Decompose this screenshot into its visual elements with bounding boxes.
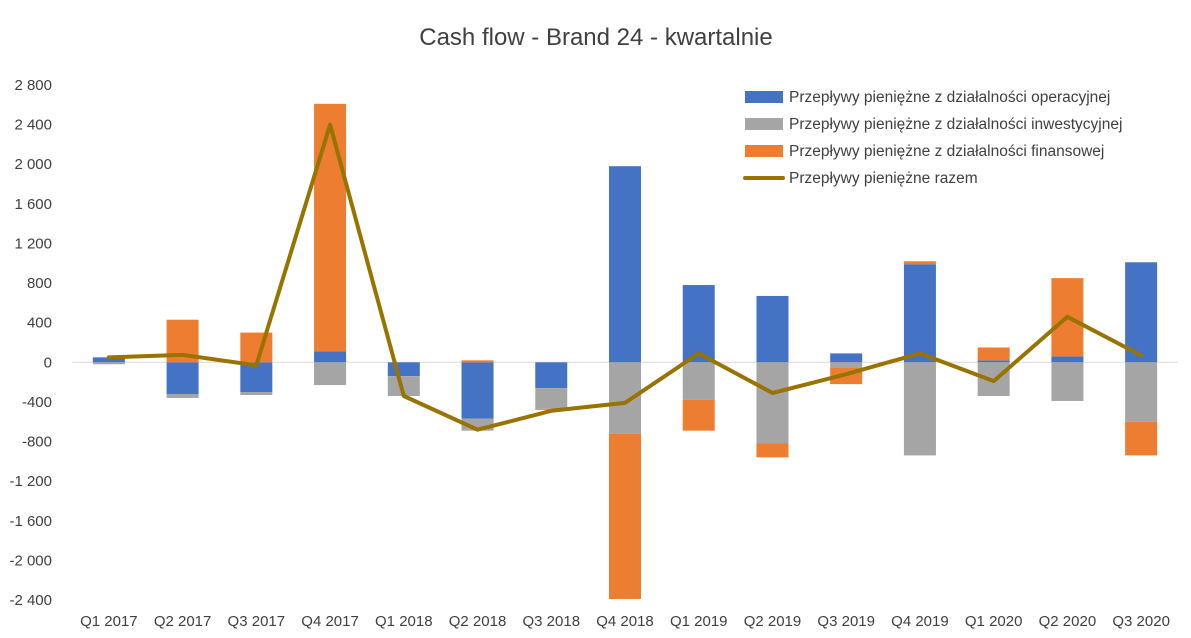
chart-title: Cash flow - Brand 24 - kwartalnie	[419, 24, 772, 51]
bar-operacyjna-9	[682, 285, 715, 363]
x-tick-label: Q2 2019	[744, 613, 802, 630]
bar-inwestycyjna-5	[387, 376, 420, 396]
y-tick-label: 2 400	[14, 117, 52, 134]
x-tick-label: Q4 2018	[596, 613, 654, 630]
x-tick-label: Q1 2020	[965, 613, 1023, 630]
bar-operacyjna-2	[166, 362, 199, 394]
bar-series-group	[92, 103, 1158, 600]
bar-inwestycyjna-4	[314, 362, 347, 386]
y-tick-label: -2 400	[9, 592, 52, 609]
bar-inwestycyjna-12	[903, 362, 936, 456]
legend-label: Przepływy pieniężne z działalności inwes…	[789, 116, 1122, 133]
y-tick-label: 1 600	[14, 196, 52, 213]
y-tick-label: -800	[22, 434, 52, 451]
bar-operacyjna-1	[92, 357, 125, 363]
bar-finansowa-15	[1125, 421, 1158, 456]
bar-operacyjna-7	[535, 362, 568, 389]
bar-inwestycyjna-6	[461, 418, 494, 431]
bar-operacyjna-8	[609, 166, 641, 363]
bar-inwestycyjna-1	[92, 362, 125, 365]
y-tick-label: 2 800	[14, 77, 52, 94]
bar-inwestycyjna-14	[1051, 362, 1084, 401]
x-tick-label: Q1 2018	[375, 613, 433, 630]
x-tick-label: Q3 2018	[522, 613, 580, 630]
y-tick-label: 1 200	[14, 235, 52, 252]
y-tick-label: -1 600	[9, 513, 52, 530]
legend-swatch	[745, 91, 783, 103]
x-tick-label: Q3 2019	[817, 613, 875, 630]
x-axis: Q1 2017 Q2 2017 Q3 2017 Q4 2017 Q1 2018 Q2 20…	[72, 361, 1178, 630]
bar-inwestycyjna-10	[756, 362, 789, 444]
bar-operacyjna-11	[830, 353, 863, 363]
bar-finansowa-6	[461, 360, 494, 363]
legend-label: Przepływy pieniężne z działalności finan…	[789, 143, 1104, 160]
y-tick-label: -1 200	[9, 473, 52, 490]
x-tick-label: Q2 2018	[449, 613, 507, 630]
bar-finansowa-10	[756, 443, 789, 458]
bar-inwestycyjna-7	[535, 388, 568, 409]
bar-inwestycyjna-8	[609, 362, 641, 434]
bar-operacyjna-10	[756, 295, 789, 363]
bar-inwestycyjna-9	[682, 362, 715, 400]
bar-finansowa-4	[314, 103, 347, 352]
legend-swatch	[745, 145, 783, 157]
bar-inwestycyjna-15	[1125, 362, 1158, 422]
bar-operacyjna-15	[1125, 262, 1158, 363]
x-tick-label: Q4 2019	[891, 613, 949, 630]
x-tick-label: Q2 2017	[154, 613, 212, 630]
y-tick-label: 2 000	[14, 156, 52, 173]
bar-operacyjna-14	[1051, 356, 1084, 363]
legend-label: Przepływy pieniężne z działalności opera…	[789, 89, 1110, 106]
y-tick-label: 800	[27, 275, 52, 292]
bar-operacyjna-13	[977, 360, 1010, 363]
bar-finansowa-9	[682, 399, 715, 431]
x-tick-label: Q4 2017	[301, 613, 359, 630]
x-tick-label: Q3 2017	[228, 613, 286, 630]
bar-operacyjna-5	[387, 362, 420, 377]
legend: Przepływy pieniężne z działalności opera…	[743, 89, 1122, 187]
x-tick-label: Q2 2020	[1039, 613, 1097, 630]
bar-inwestycyjna-11	[830, 362, 863, 368]
line-przeplywy-razem	[106, 122, 1144, 432]
y-tick-label: 400	[27, 315, 52, 332]
y-tick-label: -400	[22, 394, 52, 411]
bar-inwestycyjna-2	[166, 394, 199, 398]
line-series-group	[106, 122, 1144, 432]
x-tick-label: Q1 2017	[80, 613, 138, 630]
bar-finansowa-8	[609, 433, 641, 600]
bar-finansowa-3	[240, 332, 273, 363]
bar-operacyjna-12	[903, 264, 936, 363]
legend-swatch	[745, 118, 783, 130]
bar-finansowa-13	[977, 347, 1010, 361]
bar-operacyjna-6	[461, 362, 494, 419]
y-tick-label: -2 000	[9, 552, 52, 569]
bar-inwestycyjna-3	[240, 392, 273, 395]
bar-finansowa-12	[903, 261, 936, 265]
x-tick-label: Q1 2019	[670, 613, 728, 630]
x-tick-label: Q3 2020	[1112, 613, 1170, 630]
y-axis: 2 800 2 400 2 000 1 600 1 200 800 400 0 -400 -800…	[9, 77, 52, 609]
y-tick-label: 0	[44, 354, 52, 371]
legend-label: Przepływy pieniężne razem	[789, 170, 978, 187]
bar-operacyjna-4	[314, 351, 347, 363]
